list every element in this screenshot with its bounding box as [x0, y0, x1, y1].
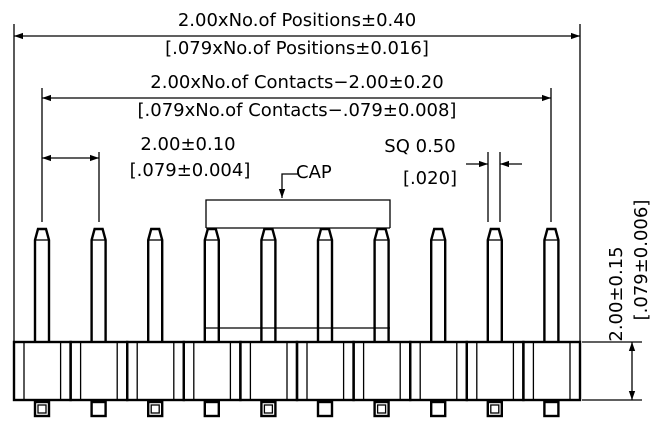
- contact-span-dimension: 2.00xNo.of Contacts−2.00±0.20 [.079xNo.o…: [41, 72, 552, 222]
- tail-3: [146, 400, 164, 418]
- tail-5: [260, 400, 277, 418]
- pin-2: [90, 227, 107, 342]
- pin-size-dimension: SQ 0.50 [.020]: [384, 136, 522, 222]
- pins-group: [33, 227, 560, 342]
- housing-cell-10: [522, 340, 582, 402]
- housing-cell-4: [182, 340, 242, 402]
- tail-10: [543, 400, 560, 418]
- pin-5: [260, 227, 277, 342]
- cap-leader: [278, 173, 298, 198]
- tail-7: [373, 400, 390, 418]
- tail-1-inner: [37, 404, 47, 414]
- housing-cell-8: [409, 340, 469, 402]
- overall-length-inch: [.079xNo.of Positions±0.016]: [165, 38, 429, 59]
- tail-1: [33, 400, 51, 418]
- pin-6: [316, 227, 334, 342]
- cap-callout: CAP: [205, 162, 391, 329]
- contact-span-metric: 2.00xNo.of Contacts−2.00±0.20: [150, 72, 443, 93]
- overall-length-metric: 2.00xNo.of Positions±0.40: [178, 10, 416, 31]
- pitch-metric: 2.00±0.10: [140, 134, 235, 155]
- tail-7-inner: [376, 404, 387, 414]
- overall-length-dimension: 2.00xNo.of Positions±0.40 [.079xNo.of Po…: [13, 10, 581, 342]
- pin-1: [33, 227, 51, 342]
- pin-10: [543, 227, 560, 342]
- tail-3-inner: [150, 404, 160, 414]
- cap-label: CAP: [296, 162, 332, 183]
- tail-8: [430, 400, 447, 418]
- housing: [12, 340, 582, 402]
- tails-group: [33, 400, 560, 418]
- pin-7: [373, 227, 390, 342]
- housing-cell-6: [295, 340, 355, 402]
- pin-4: [203, 227, 220, 342]
- pin-3: [147, 227, 164, 342]
- tail-5-inner: [263, 404, 274, 414]
- pitch-inch: [.079±0.004]: [130, 160, 251, 181]
- contact-span-inch: [.079xNo.of Contacts−.079±0.008]: [138, 100, 457, 121]
- housing-cell-9: [465, 340, 525, 402]
- cap-bracket: [205, 199, 391, 228]
- height-dimension: 2.00±0.15 [.079±0.006]: [582, 200, 652, 401]
- pin-size-metric: SQ 0.50: [384, 136, 455, 157]
- pin-size-inch: [.020]: [403, 168, 457, 189]
- pitch-dimension: 2.00±0.10 [.079±0.004]: [42, 134, 250, 222]
- height-metric: 2.00±0.15: [606, 246, 627, 341]
- tail-6: [316, 400, 334, 418]
- height-inch: [.079±0.006]: [631, 200, 652, 321]
- housing-cell-1: [12, 340, 72, 402]
- tail-4: [203, 400, 221, 418]
- housing-cell-7: [352, 340, 412, 402]
- tail-2: [90, 400, 107, 418]
- tail-9: [486, 400, 503, 418]
- pin-9: [486, 227, 503, 342]
- pin-8: [430, 227, 447, 342]
- tail-9-inner: [490, 404, 500, 414]
- housing-cell-3: [125, 340, 185, 402]
- housing-cell-2: [69, 340, 129, 402]
- housing-cell-5: [239, 340, 299, 402]
